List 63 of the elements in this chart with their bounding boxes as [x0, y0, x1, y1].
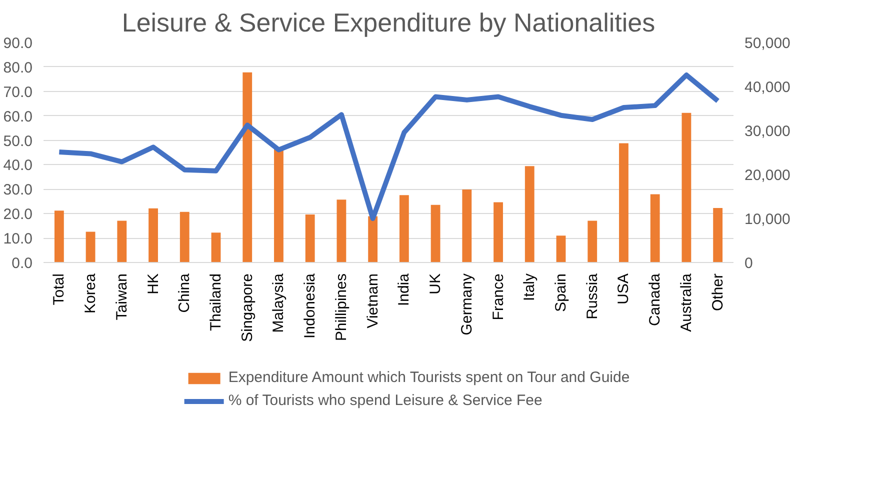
- bar: [399, 195, 409, 262]
- y2-tick-label: 20,000: [744, 167, 790, 184]
- bar: [588, 220, 598, 262]
- y2-tick-label: 50,000: [744, 35, 790, 52]
- x-tick-label: Indonesia: [302, 272, 319, 339]
- x-tick-label: HK: [144, 273, 162, 294]
- bar: [180, 212, 190, 262]
- bar: [619, 143, 628, 262]
- bar: [524, 166, 534, 262]
- bar: [650, 194, 660, 262]
- legend-label: Expenditure Amount which Tourists spent on Tour and Guide: [228, 369, 630, 386]
- x-tick-label: Russia: [584, 272, 601, 320]
- y-tick-label: 0.0: [12, 255, 33, 272]
- x-tick-label: Italy: [521, 273, 538, 302]
- x-tick-label: Thailand: [208, 273, 224, 332]
- x-tick-label: UK: [427, 273, 444, 294]
- bar: [242, 72, 252, 262]
- x-tick-label: Phillipines: [332, 273, 350, 342]
- y2-tick-label: 10,000: [744, 211, 790, 228]
- bar: [305, 214, 315, 262]
- y2-tick-label: 40,000: [744, 79, 790, 96]
- bar: [494, 202, 503, 262]
- y-tick-label: 90.0: [3, 35, 33, 52]
- bar: [86, 232, 96, 262]
- x-tick-label: Korea: [82, 272, 100, 314]
- x-tick-label: Australia: [678, 272, 695, 332]
- y-tick-label: 60.0: [3, 108, 33, 126]
- y-tick-label: 20.0: [3, 206, 33, 224]
- x-tick-label: Singapore: [238, 273, 256, 342]
- bar: [462, 189, 472, 262]
- x-tick-label: Taiwan: [113, 273, 130, 320]
- y2-tick-label: 30,000: [744, 123, 790, 140]
- y2-tick-label: 0: [744, 255, 753, 272]
- y-tick-label: 30.0: [3, 182, 33, 199]
- bar: [117, 220, 127, 262]
- y-tick-label: 40.0: [3, 157, 33, 174]
- bar: [211, 232, 221, 262]
- x-tick-label: Vietnam: [364, 273, 382, 328]
- x-tick-label: Malaysia: [270, 272, 288, 333]
- bar: [682, 112, 692, 262]
- x-tick-label: Other: [709, 273, 726, 312]
- legend-label: % of Tourists who spend Leisure & Service Fee: [228, 392, 542, 409]
- bar: [430, 204, 440, 262]
- bar: [54, 210, 64, 262]
- y-tick-label: 80.0: [3, 59, 33, 76]
- x-tick-label: USA: [615, 274, 632, 304]
- x-tick-label: China: [176, 272, 194, 313]
- x-tick-label: Canada: [646, 272, 664, 326]
- y-tick-label: 70.0: [3, 84, 33, 101]
- bar: [713, 208, 723, 262]
- bar: [556, 236, 566, 262]
- bar: [148, 208, 158, 262]
- x-tick-label: Germany: [458, 273, 476, 336]
- chart-title: Leisure & Service Expenditure by Nationalities: [122, 8, 656, 38]
- bar: [368, 216, 378, 262]
- x-tick-label: Total: [50, 273, 68, 306]
- x-tick-label: Spain: [552, 273, 570, 312]
- bar: [336, 200, 346, 262]
- y-tick-label: 50.0: [3, 132, 33, 150]
- x-tick-label: France: [490, 273, 507, 320]
- y-tick-label: 10.0: [3, 230, 33, 248]
- bar: [274, 148, 284, 262]
- x-tick-label: India: [396, 272, 413, 306]
